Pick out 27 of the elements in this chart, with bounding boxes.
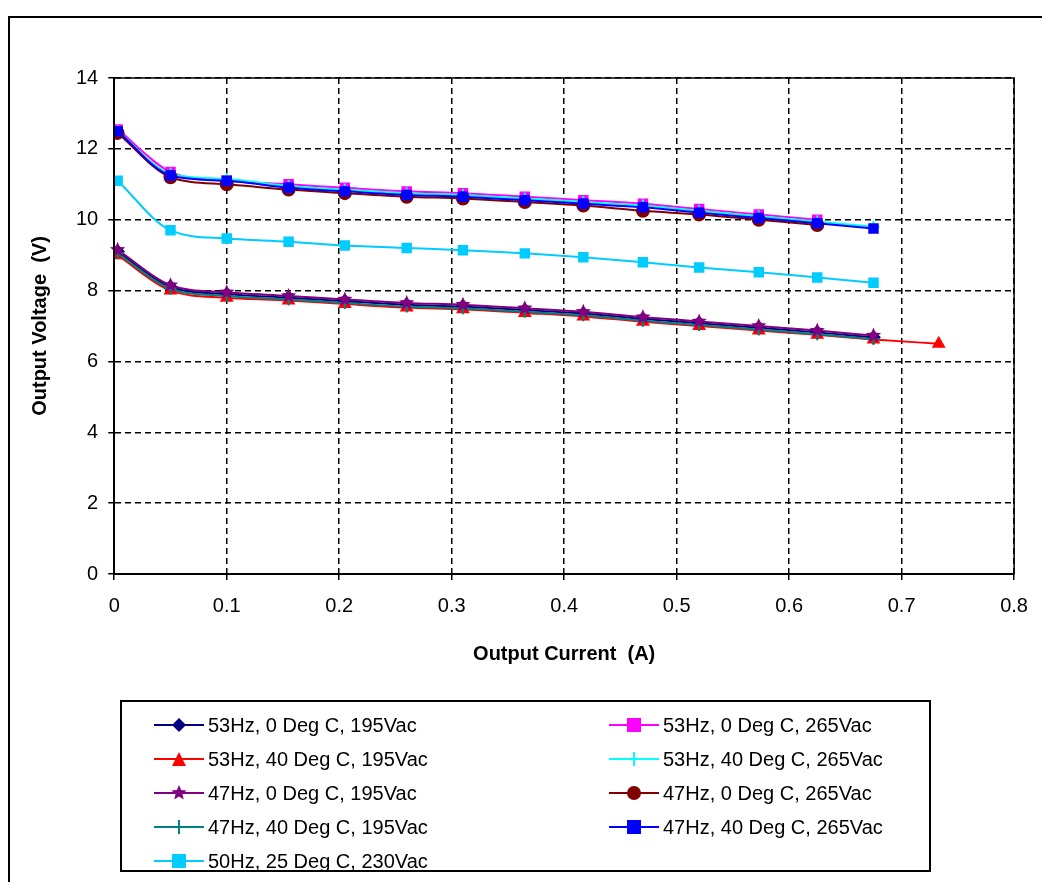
x-tick-label: 0: [108, 593, 120, 616]
legend-label: 47Hz, 0 Deg C, 195Vac: [208, 781, 417, 805]
y-tick-label: 14: [76, 65, 99, 88]
x-tick-label: 0.4: [550, 593, 579, 616]
y-tick-label: 10: [76, 207, 99, 230]
legend-label: 47Hz, 40 Deg C, 265Vac: [663, 815, 883, 839]
x-tick-label: 0.1: [212, 593, 241, 616]
y-tick-label: 0: [87, 561, 99, 584]
legend-label: 53Hz, 0 Deg C, 265Vac: [663, 713, 872, 737]
y-tick-label: 6: [87, 348, 99, 371]
y-axis-title: Output Voltage (V): [27, 236, 50, 416]
legend-label: 47Hz, 40 Deg C, 195Vac: [208, 815, 428, 839]
legend-label: 53Hz, 40 Deg C, 265Vac: [663, 747, 883, 771]
x-tick-label: 0.2: [325, 593, 354, 616]
x-tick-label: 0.5: [662, 593, 691, 616]
y-tick-label: 8: [87, 278, 99, 301]
legend-label: 47Hz, 0 Deg C, 265Vac: [663, 781, 872, 805]
y-tick-label: 2: [87, 490, 99, 513]
legend-label: 53Hz, 40 Deg C, 195Vac: [208, 747, 428, 771]
x-tick-label: 0.6: [775, 593, 804, 616]
x-tick-label: 0.8: [1000, 593, 1028, 616]
y-tick-label: 4: [87, 419, 99, 442]
y-tick-label: 12: [76, 136, 99, 159]
x-axis-title: Output Current (A): [473, 641, 656, 664]
x-tick-label: 0.3: [437, 593, 466, 616]
x-tick-label: 0.7: [887, 593, 916, 616]
legend-label: 53Hz, 0 Deg C, 195Vac: [208, 713, 417, 737]
